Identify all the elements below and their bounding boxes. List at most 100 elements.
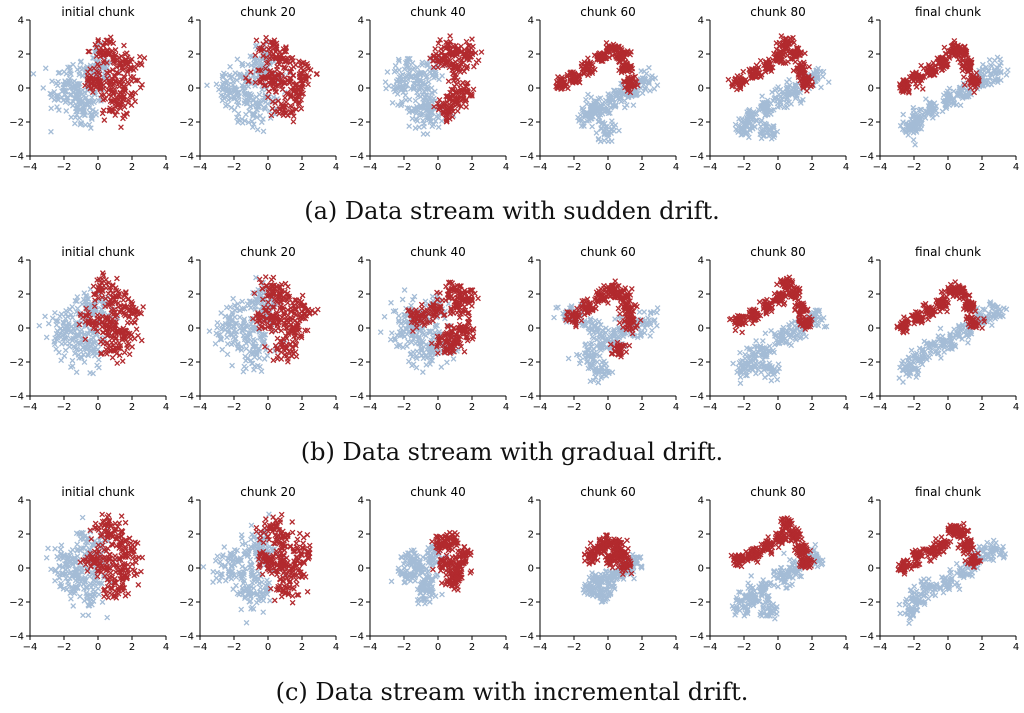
panel-title: chunk 20	[240, 5, 295, 19]
point-class-a	[256, 91, 263, 98]
x-tick-label: 2	[469, 162, 475, 173]
point-class-a	[412, 125, 419, 131]
point-class-a	[408, 302, 414, 309]
point-class-a	[82, 122, 89, 128]
x-tick-label: 0	[95, 402, 101, 413]
y-tick-label: 4	[358, 256, 364, 267]
point-class-b	[290, 64, 297, 70]
point-class-a	[65, 80, 71, 87]
point-class-a	[234, 56, 241, 63]
point-class-a	[76, 80, 83, 87]
x-tick-label: 2	[129, 162, 135, 173]
y-tick-label: 4	[18, 16, 24, 27]
point-class-b	[457, 82, 464, 89]
point-class-a	[583, 96, 589, 103]
point-class-a	[48, 105, 55, 112]
point-class-a	[759, 93, 765, 100]
point-class-b	[443, 283, 449, 290]
point-class-b	[136, 53, 143, 60]
point-class-b	[454, 108, 461, 114]
y-tick-label: 2	[528, 50, 534, 61]
point-class-a	[60, 97, 67, 104]
point-class-a	[404, 343, 410, 349]
point-class-a	[66, 340, 73, 347]
point-class-a	[395, 312, 402, 319]
y-tick-label: 4	[188, 16, 194, 27]
x-tick-label: −4	[873, 162, 888, 173]
point-class-a	[88, 94, 95, 101]
point-class-b	[806, 64, 812, 70]
point-class-a	[230, 295, 237, 302]
point-class-a	[36, 322, 43, 329]
y-tick-label: 4	[188, 256, 194, 267]
x-tick-label: 0	[435, 402, 441, 413]
point-class-b	[470, 86, 477, 93]
point-class-a	[589, 123, 595, 130]
point-class-a	[377, 329, 384, 336]
point-class-a	[389, 330, 395, 336]
point-class-a	[438, 364, 445, 370]
point-class-b	[475, 57, 482, 64]
y-tick-label: −2	[859, 118, 874, 129]
x-tick-label: 0	[265, 162, 271, 173]
point-class-a	[83, 94, 89, 101]
point-class-b	[109, 354, 116, 361]
point-class-a	[383, 85, 389, 92]
point-class-a	[67, 100, 74, 107]
point-class-a	[405, 338, 411, 345]
point-class-a	[565, 355, 572, 362]
x-tick-label: 0	[265, 402, 271, 413]
y-tick-label: −4	[519, 152, 534, 163]
point-class-b	[268, 276, 275, 283]
point-class-a	[90, 98, 97, 105]
point-class-a	[73, 111, 80, 118]
point-class-a	[910, 137, 917, 143]
point-class-a	[70, 89, 77, 96]
point-class-a	[957, 102, 964, 109]
point-class-a	[104, 64, 111, 71]
point-class-a	[593, 130, 600, 136]
point-class-a	[421, 123, 427, 130]
point-class-a	[820, 73, 826, 80]
point-class-a	[72, 105, 79, 112]
point-class-a	[643, 70, 650, 77]
point-class-a	[58, 357, 65, 364]
point-class-a	[60, 81, 67, 88]
point-class-a	[239, 120, 246, 126]
x-tick-label: −2	[737, 162, 752, 173]
point-class-b	[314, 306, 321, 313]
point-class-a	[583, 101, 590, 107]
y-tick-label: 0	[358, 324, 364, 335]
point-class-a	[406, 358, 412, 365]
point-class-a	[91, 48, 98, 55]
panel-title: chunk 40	[410, 245, 465, 259]
point-class-b	[445, 78, 452, 85]
point-class-a	[260, 128, 267, 135]
x-tick-label: 0	[775, 162, 781, 173]
point-class-a	[223, 304, 230, 311]
y-tick-label: −2	[179, 118, 194, 129]
y-tick-label: −4	[9, 152, 24, 163]
point-class-a	[784, 79, 790, 85]
point-class-b	[118, 124, 124, 131]
point-class-a	[54, 104, 60, 110]
x-tick-label: 2	[979, 162, 985, 173]
point-class-a	[213, 81, 220, 88]
point-class-b	[140, 304, 147, 310]
y-tick-label: −2	[9, 358, 24, 369]
y-tick-label: 0	[18, 324, 24, 335]
point-class-a	[222, 102, 229, 109]
point-class-a	[775, 84, 782, 90]
point-class-b	[135, 332, 141, 339]
point-class-a	[56, 69, 63, 76]
point-class-b	[120, 297, 127, 303]
x-tick-label: 2	[299, 162, 305, 173]
point-class-a	[605, 138, 612, 145]
point-class-a	[82, 112, 88, 119]
point-class-a	[69, 303, 76, 310]
point-class-b	[282, 94, 288, 101]
